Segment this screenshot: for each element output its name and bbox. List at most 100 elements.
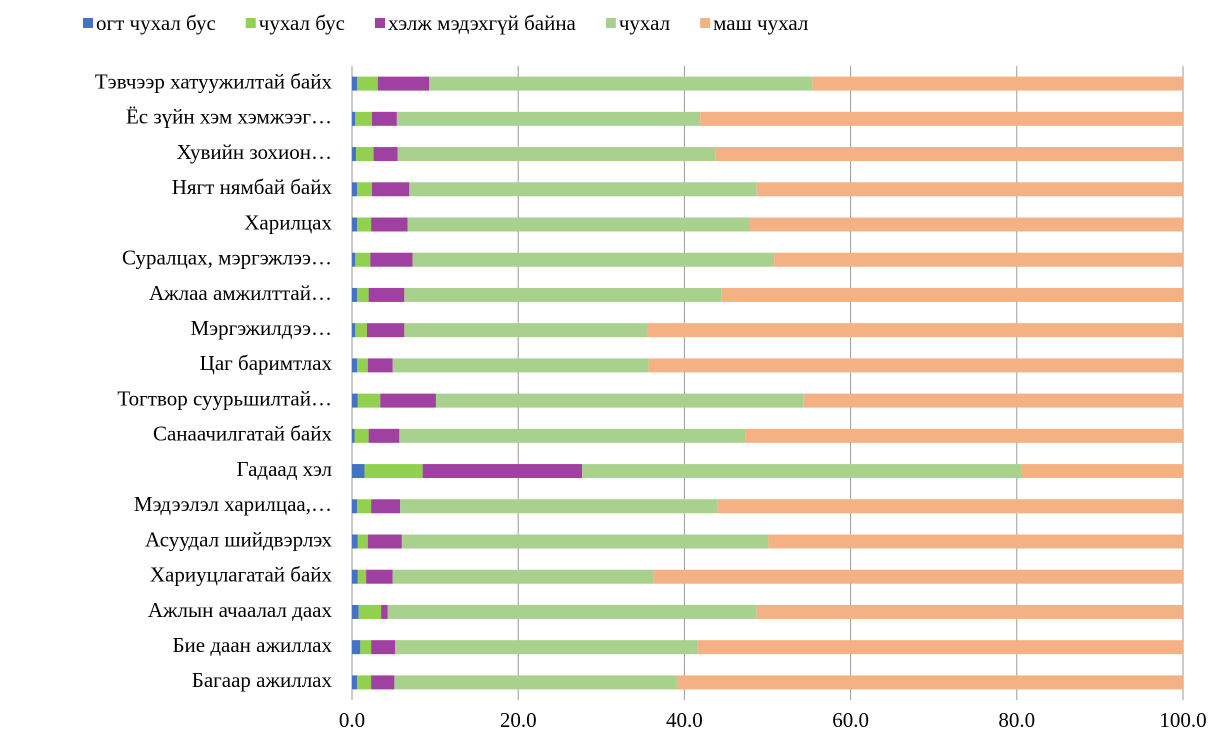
- bar-segment: [352, 499, 357, 514]
- y-tick-label: Цаг баримтлах: [200, 351, 333, 375]
- y-tick-label: Ажлаа амжилттай…: [149, 281, 332, 305]
- bar-segment: [352, 252, 356, 267]
- bar-segment: [774, 252, 1183, 267]
- bar-segment: [356, 76, 378, 91]
- bar-segment: [352, 323, 356, 338]
- legend-marker: [83, 18, 93, 28]
- y-tick-label: Харилцах: [244, 210, 332, 234]
- bar-segment: [366, 569, 393, 584]
- bar-segment: [352, 287, 357, 302]
- bar-segment: [355, 111, 372, 126]
- y-tick-label: Тэвчээр хатуужилтай байх: [95, 69, 333, 93]
- bar-segment: [401, 534, 769, 549]
- bar-segment: [700, 111, 1183, 126]
- bar-segment: [756, 182, 1183, 197]
- legend-marker: [375, 18, 385, 28]
- bar-segment: [352, 640, 361, 655]
- bar-segment: [715, 147, 1183, 162]
- bar-segment: [354, 428, 369, 443]
- legend-label: огт чухал бус: [96, 11, 216, 35]
- bar-segment: [756, 604, 1183, 619]
- bar-segment: [355, 323, 367, 338]
- legend-marker: [245, 18, 256, 28]
- bar-segment: [435, 393, 804, 408]
- bar-segment: [768, 534, 1183, 549]
- x-tick-label: 80.0: [998, 708, 1035, 732]
- legend-marker: [700, 18, 711, 28]
- bar-segment: [371, 499, 401, 514]
- bar-segment: [352, 76, 357, 91]
- x-tick-label: 40.0: [666, 708, 703, 732]
- bar-segment: [368, 287, 405, 302]
- bar-segment: [371, 675, 395, 690]
- bar-segment: [395, 640, 698, 655]
- y-tick-label: Бие даан ажиллах: [172, 633, 332, 657]
- bar-segment: [412, 252, 775, 267]
- bar-segment: [352, 464, 365, 479]
- bar-segment: [400, 499, 718, 514]
- bar-segment: [352, 393, 358, 408]
- bar-segment: [676, 675, 1183, 690]
- bar-segment: [371, 640, 396, 655]
- bar-segment: [366, 323, 405, 338]
- x-tick-label: 20.0: [500, 708, 537, 732]
- bar-segment: [387, 604, 757, 619]
- bar-segment: [352, 217, 357, 232]
- bar-segment: [352, 534, 358, 549]
- bar-segment: [355, 252, 371, 267]
- x-tick-label: 100.0: [1159, 708, 1206, 732]
- bar-segment: [803, 393, 1183, 408]
- y-tick-label: Тогтвор суурьшилтай…: [117, 386, 332, 410]
- bar-segment: [360, 640, 372, 655]
- legend-label: чухал бус: [259, 11, 345, 35]
- legend-marker: [605, 18, 616, 28]
- bar-segment: [381, 604, 388, 619]
- bar-segment: [371, 217, 408, 232]
- y-tick-label: Мэдээлэл харилцаа,…: [134, 492, 332, 516]
- bar-segment: [717, 499, 1183, 514]
- legend-label: хэлж мэдэхгүй байна: [388, 11, 577, 35]
- legend-label: чухал: [619, 11, 670, 35]
- bar-segment: [697, 640, 1183, 655]
- bar-segment: [364, 464, 423, 479]
- bar-segment: [356, 147, 374, 162]
- bar-segment: [356, 182, 372, 197]
- bar-segment: [356, 217, 372, 232]
- bar-segment: [373, 147, 398, 162]
- bar-segment: [370, 252, 413, 267]
- y-tick-label: Ажлын ачаалал даах: [148, 598, 333, 622]
- bar-segment: [352, 569, 358, 584]
- legend-label: маш чухал: [713, 11, 808, 35]
- bar-segment: [394, 675, 677, 690]
- y-tick-label: Багаар ажиллах: [192, 668, 333, 692]
- y-tick-label: Асуудал шийдвэрлэх: [145, 527, 332, 551]
- bar-segment: [357, 393, 381, 408]
- bar-segment: [399, 428, 746, 443]
- y-tick-label: Хариуцлагатай байх: [150, 563, 333, 587]
- bar-segment: [352, 358, 357, 373]
- bar-segment: [404, 287, 722, 302]
- bar-segment: [371, 111, 397, 126]
- x-tick-label: 60.0: [832, 708, 869, 732]
- y-tick-label: Суралцах, мэргэжлээ…: [122, 246, 332, 270]
- bar-segment: [392, 358, 649, 373]
- bar-segment: [371, 182, 410, 197]
- bar-segment: [356, 358, 368, 373]
- y-tick-label: Гадаад хэл: [236, 457, 332, 481]
- bar-segment: [352, 147, 357, 162]
- bar-segment: [352, 111, 356, 126]
- bar-segment: [358, 604, 382, 619]
- bar-segment: [721, 287, 1183, 302]
- bar-segment: [397, 147, 716, 162]
- bar-segment: [647, 323, 1183, 338]
- bar-segment: [352, 182, 357, 197]
- bar-segment: [356, 675, 372, 690]
- bar-segment: [750, 217, 1183, 232]
- bar-segment: [357, 534, 368, 549]
- y-tick-label: Нягт нямбай байх: [172, 175, 333, 199]
- y-tick-label: Ёс зүйн хэм хэмжээг…: [126, 105, 332, 129]
- bar-segment: [812, 76, 1183, 91]
- x-tick-label: 0.0: [339, 708, 365, 732]
- bar-segment: [653, 569, 1183, 584]
